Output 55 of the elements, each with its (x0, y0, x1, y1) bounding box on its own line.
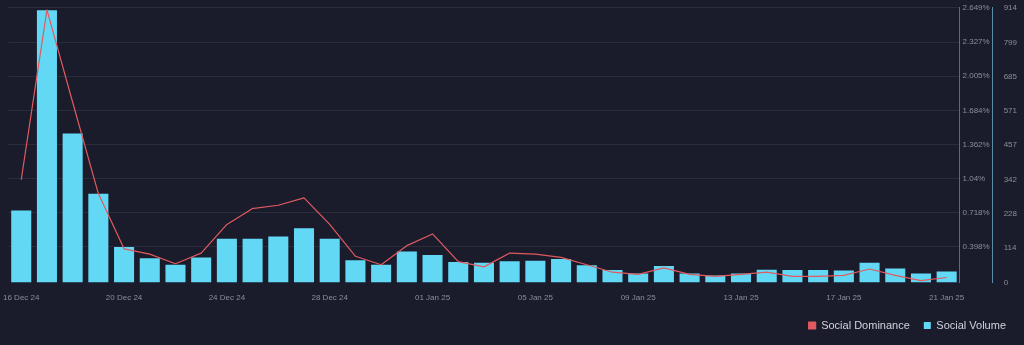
y-tick-label: 1.04% (962, 173, 986, 183)
legend-label: Social Dominance (821, 318, 910, 331)
bar (833, 270, 854, 283)
bar (293, 228, 315, 283)
y2-tick-label: 685 (1003, 71, 1018, 81)
x-tick-label: 05 Jan 25 (517, 293, 554, 303)
bar (525, 260, 546, 283)
bar (345, 260, 366, 283)
x-tick-label: 16 Dec 24 (3, 293, 41, 303)
bar (499, 261, 520, 283)
y2-tick-label: 914 (1003, 3, 1018, 12)
bar (396, 251, 417, 283)
bar (422, 255, 443, 283)
bar (88, 193, 109, 283)
y-tick-label: 2.649% (962, 3, 990, 12)
x-tick-label: 17 Jan 25 (826, 293, 862, 303)
y2-tick-label: 114 (1003, 243, 1017, 253)
bar (139, 258, 160, 283)
bar (319, 238, 340, 283)
y-tick-label: 0.718% (962, 208, 990, 218)
bar (859, 262, 880, 283)
bar (216, 238, 237, 283)
y-tick-label: 1.362% (962, 139, 990, 149)
y2-tick-label: 228 (1003, 209, 1018, 219)
bar (473, 262, 494, 283)
y2-tick-label: 342 (1003, 174, 1018, 184)
x-tick-label: 09 Jan 25 (620, 293, 657, 303)
bar (62, 133, 83, 283)
y2-tick-label: 571 (1003, 106, 1018, 116)
bar (36, 10, 57, 283)
bar (551, 258, 572, 283)
legend-label: Social Volume (936, 318, 1007, 331)
bar (242, 238, 263, 283)
bar (268, 236, 289, 283)
bar (602, 270, 623, 283)
y2-tick-label: 457 (1003, 140, 1018, 150)
bar (576, 265, 597, 283)
y-tick-label: 1.684% (962, 105, 990, 115)
x-tick-label: 28 Dec 24 (311, 293, 349, 303)
y-tick-label: 2.005% (962, 71, 990, 81)
bar (114, 246, 135, 283)
bar (448, 261, 469, 283)
x-tick-label: 24 Dec 24 (208, 293, 246, 303)
x-tick-label: 01 Jan 25 (414, 293, 451, 303)
x-tick-label: 13 Jan 25 (723, 293, 760, 303)
x-tick-label: 20 Dec 24 (105, 293, 143, 303)
x-tick-label: 21 Jan 25 (929, 293, 965, 303)
y-tick-label: 0.398% (962, 242, 990, 252)
y-tick-label: 2.327% (962, 37, 990, 47)
bar (191, 257, 212, 283)
bar (371, 264, 392, 283)
bar (11, 210, 32, 283)
y2-tick-label: 799 (1003, 37, 1018, 47)
y2-tick-label: 0 (1003, 277, 1009, 287)
bar (165, 264, 186, 283)
